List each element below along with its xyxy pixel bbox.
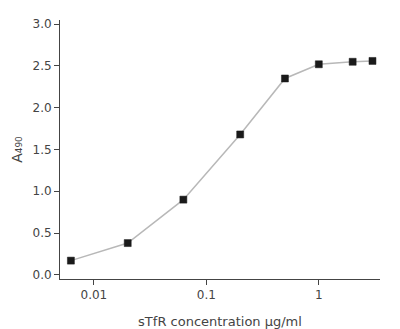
svg-text:0.5: 0.5 [33,226,52,240]
svg-text:0.1: 0.1 [197,288,216,302]
svg-text:0.01: 0.01 [81,288,108,302]
svg-text:3.0: 3.0 [33,17,52,31]
svg-text:1.0: 1.0 [33,184,52,198]
svg-text:2.0: 2.0 [33,101,52,115]
svg-text:sTfR concentration μg/ml: sTfR concentration μg/ml [138,314,302,329]
svg-text:A₄₉₀: A₄₉₀ [9,136,25,163]
svg-text:1.5: 1.5 [33,143,52,157]
svg-text:1: 1 [315,288,323,302]
svg-text:2.5: 2.5 [33,59,52,73]
svg-text:0.0: 0.0 [33,268,52,282]
